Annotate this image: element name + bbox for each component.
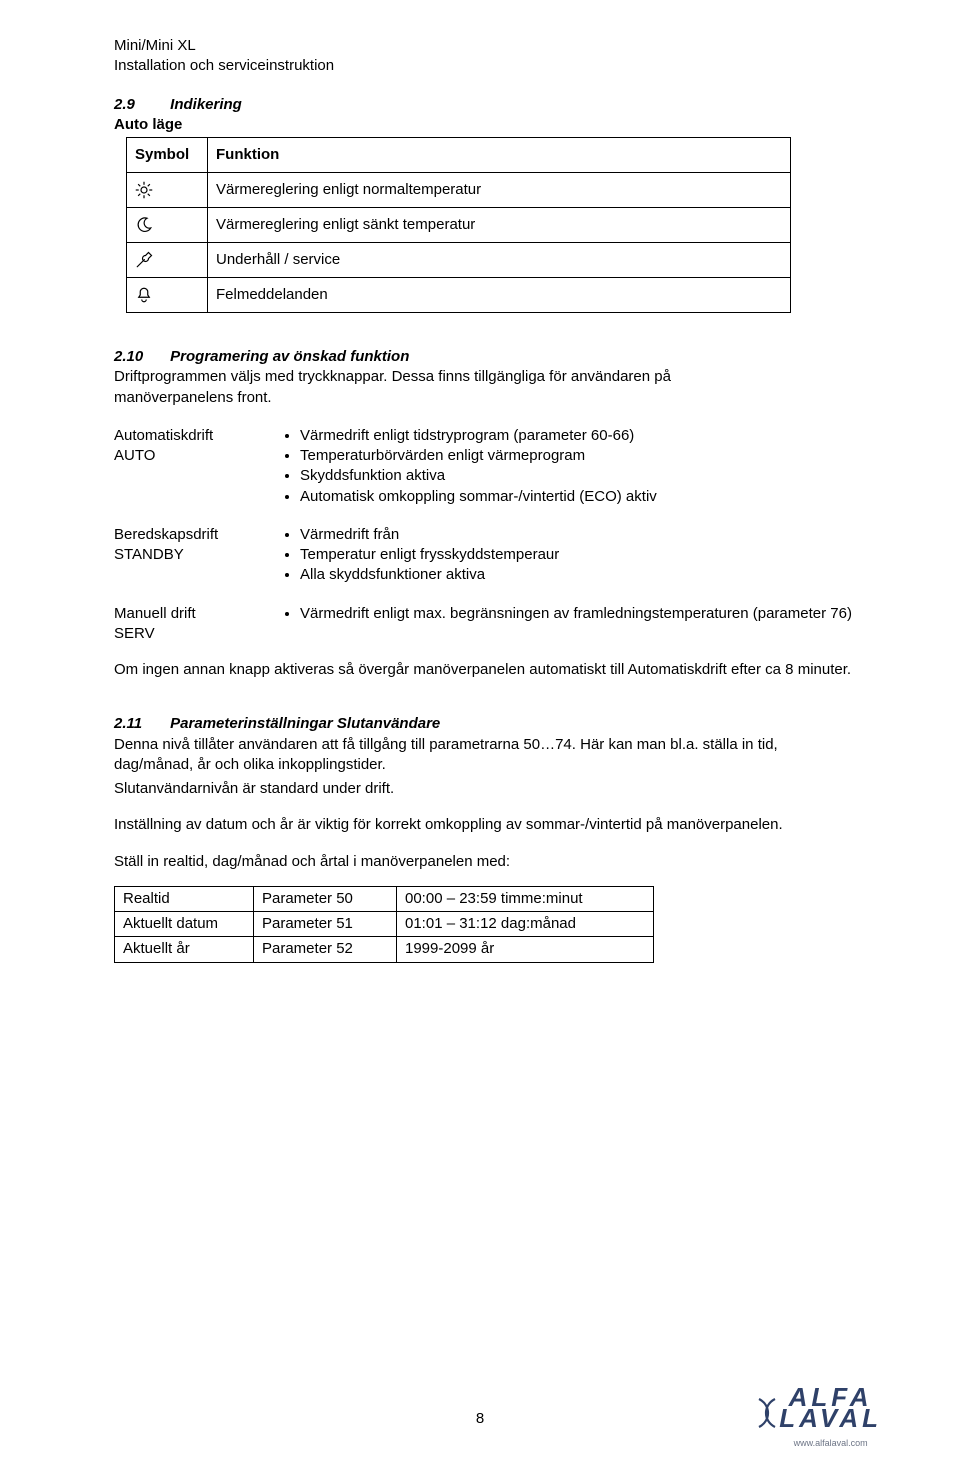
table-cell: 00:00 – 23:59 timme:minut	[397, 886, 654, 911]
list-item: Alla skyddsfunktioner aktiva	[300, 565, 860, 585]
body-text: Driftprogrammen väljs med tryckknappar. …	[114, 367, 860, 387]
symbol-function-table: Symbol Funktion Värmereglering enligt no…	[126, 137, 791, 313]
moon-icon	[127, 208, 208, 243]
body-text: dag/månad, år och olika inkopplingstider…	[114, 755, 860, 775]
auto-lage-label: Auto läge	[114, 115, 860, 135]
table-cell: Realtid	[115, 886, 254, 911]
table-cell: 1999-2099 år	[397, 937, 654, 962]
table-cell: Värmereglering enligt sänkt temperatur	[208, 208, 791, 243]
table-cell: Parameter 50	[254, 886, 397, 911]
table-cell: Parameter 51	[254, 912, 397, 937]
mode-name-line1: Manuell drift	[114, 604, 264, 624]
table-row: Värmereglering enligt sänkt temperatur	[127, 208, 791, 243]
mode-bullets: Värmedrift från Temperatur enligt fryssk…	[264, 525, 860, 586]
mode-bullets: Värmedrift enligt tidstryprogram (parame…	[264, 426, 860, 507]
mode-label: Beredskapsdrift STANDBY	[114, 525, 264, 586]
logo-url: www.alfalaval.com	[779, 1437, 882, 1449]
list-item: Värmedrift från	[300, 525, 860, 545]
list-item: Värmedrift enligt max. begränsningen av …	[300, 604, 860, 624]
table-cell: Underhåll / service	[208, 243, 791, 278]
table-cell: Parameter 52	[254, 937, 397, 962]
doc-subtitle: Installation och serviceinstruktion	[114, 56, 860, 76]
mode-block-serv: Manuell drift SERV Värmedrift enligt max…	[114, 604, 860, 645]
section-2-10-heading: 2.10 Programering av önskad funktion	[114, 347, 860, 367]
mode-block-auto: Automatiskdrift AUTO Värmedrift enligt t…	[114, 426, 860, 507]
sun-icon	[127, 173, 208, 208]
section-number: 2.10	[114, 347, 166, 367]
body-text: Om ingen annan knapp aktiveras så övergå…	[114, 660, 860, 680]
bell-icon	[127, 278, 208, 313]
mode-name-line2: SERV	[114, 624, 264, 644]
body-text: Slutanvändarnivån är standard under drif…	[114, 779, 860, 799]
list-item: Värmedrift enligt tidstryprogram (parame…	[300, 426, 860, 446]
section-2-11-heading: 2.11 Parameterinställningar Slutanvändar…	[114, 714, 860, 734]
doc-title: Mini/Mini XL	[114, 36, 860, 56]
mode-block-standby: Beredskapsdrift STANDBY Värmedrift från …	[114, 525, 860, 586]
col-header-symbol: Symbol	[127, 138, 208, 173]
section-title: Programering av önskad funktion	[170, 348, 409, 365]
alfa-laval-logo: ALFA LAVAL www.alfalaval.com	[779, 1387, 882, 1449]
mode-label: Automatiskdrift AUTO	[114, 426, 264, 507]
table-row: Realtid Parameter 50 00:00 – 23:59 timme…	[115, 886, 654, 911]
body-text: Denna nivå tillåter användaren att få ti…	[114, 735, 860, 755]
section-2-9-heading: 2.9 Indikering	[114, 95, 860, 115]
mode-name-line1: Automatiskdrift	[114, 426, 264, 446]
section-number: 2.11	[114, 714, 166, 734]
table-cell: 01:01 – 31:12 dag:månad	[397, 912, 654, 937]
mode-name-line1: Beredskapsdrift	[114, 525, 264, 545]
list-item: Skyddsfunktion aktiva	[300, 466, 860, 486]
table-row: Aktuellt år Parameter 52 1999-2099 år	[115, 937, 654, 962]
table-row: Värmereglering enligt normaltemperatur	[127, 173, 791, 208]
body-text: Inställning av datum och år är viktig fö…	[114, 815, 860, 835]
list-item: Temperaturbörvärden enligt värmeprogram	[300, 446, 860, 466]
table-cell: Aktuellt datum	[115, 912, 254, 937]
body-text: manöverpanelens front.	[114, 388, 860, 408]
mode-name-line2: AUTO	[114, 446, 264, 466]
section-title: Indikering	[170, 96, 242, 113]
list-item: Temperatur enligt frysskyddstemperaur	[300, 545, 860, 565]
mode-name-line2: STANDBY	[114, 545, 264, 565]
table-cell: Felmeddelanden	[208, 278, 791, 313]
body-text: Ställ in realtid, dag/månad och årtal i …	[114, 852, 860, 872]
table-row: Underhåll / service	[127, 243, 791, 278]
logo-text-row2: LAVAL	[779, 1408, 882, 1428]
table-header-row: Symbol Funktion	[127, 138, 791, 173]
section-title: Parameterinställningar Slutanvändare	[170, 715, 440, 732]
table-row: Felmeddelanden	[127, 278, 791, 313]
logo-swoosh-icon	[757, 1393, 777, 1433]
col-header-funktion: Funktion	[208, 138, 791, 173]
table-row: Aktuellt datum Parameter 51 01:01 – 31:1…	[115, 912, 654, 937]
mode-label: Manuell drift SERV	[114, 604, 264, 645]
list-item: Automatisk omkoppling sommar-/vintertid …	[300, 487, 860, 507]
mode-bullets: Värmedrift enligt max. begränsningen av …	[264, 604, 860, 624]
section-number: 2.9	[114, 95, 166, 115]
parameter-table: Realtid Parameter 50 00:00 – 23:59 timme…	[114, 886, 654, 963]
table-cell: Aktuellt år	[115, 937, 254, 962]
table-cell: Värmereglering enligt normaltemperatur	[208, 173, 791, 208]
wrench-icon	[127, 243, 208, 278]
